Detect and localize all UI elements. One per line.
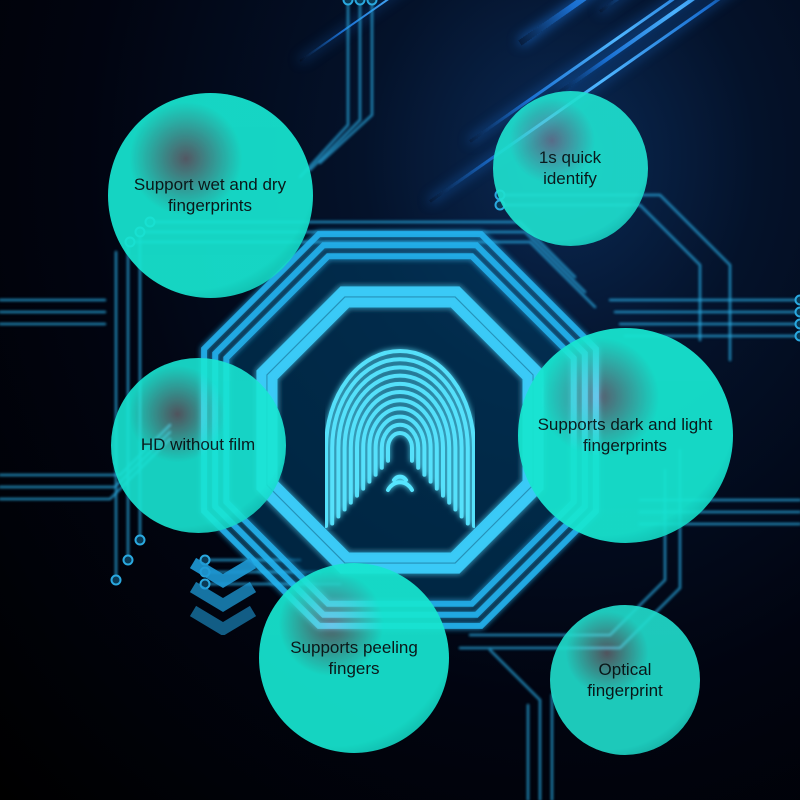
chevron-icon	[188, 555, 258, 635]
feature-bubble-dark-light: Supports dark and light fingerprints	[518, 328, 733, 543]
feature-bubble-label: Supports dark and light fingerprints	[536, 414, 715, 457]
feature-bubble-optical: Optical fingerprint	[550, 605, 700, 755]
feature-bubble-label: 1s quick identify	[511, 147, 630, 190]
light-streak	[299, 0, 513, 62]
feature-bubble-label: Support wet and dry fingerprints	[126, 174, 295, 217]
light-streak	[599, 0, 800, 13]
fingerprint-icon	[325, 330, 475, 530]
light-streak	[559, 0, 791, 94]
infographic-stage: Support wet and dry fingerprints 1s quick…	[0, 0, 800, 800]
feature-bubble-label: HD without film	[141, 434, 255, 455]
feature-bubble-quick-id: 1s quick identify	[493, 91, 648, 246]
feature-bubble-label: Supports peeling fingers	[277, 637, 431, 680]
feature-bubble-wet-dry: Support wet and dry fingerprints	[108, 93, 313, 298]
light-streak	[518, 0, 784, 45]
feature-bubble-label: Optical fingerprint	[568, 659, 682, 702]
feature-bubble-hd-film: HD without film	[111, 358, 286, 533]
feature-bubble-peeling: Supports peeling fingers	[259, 563, 449, 753]
